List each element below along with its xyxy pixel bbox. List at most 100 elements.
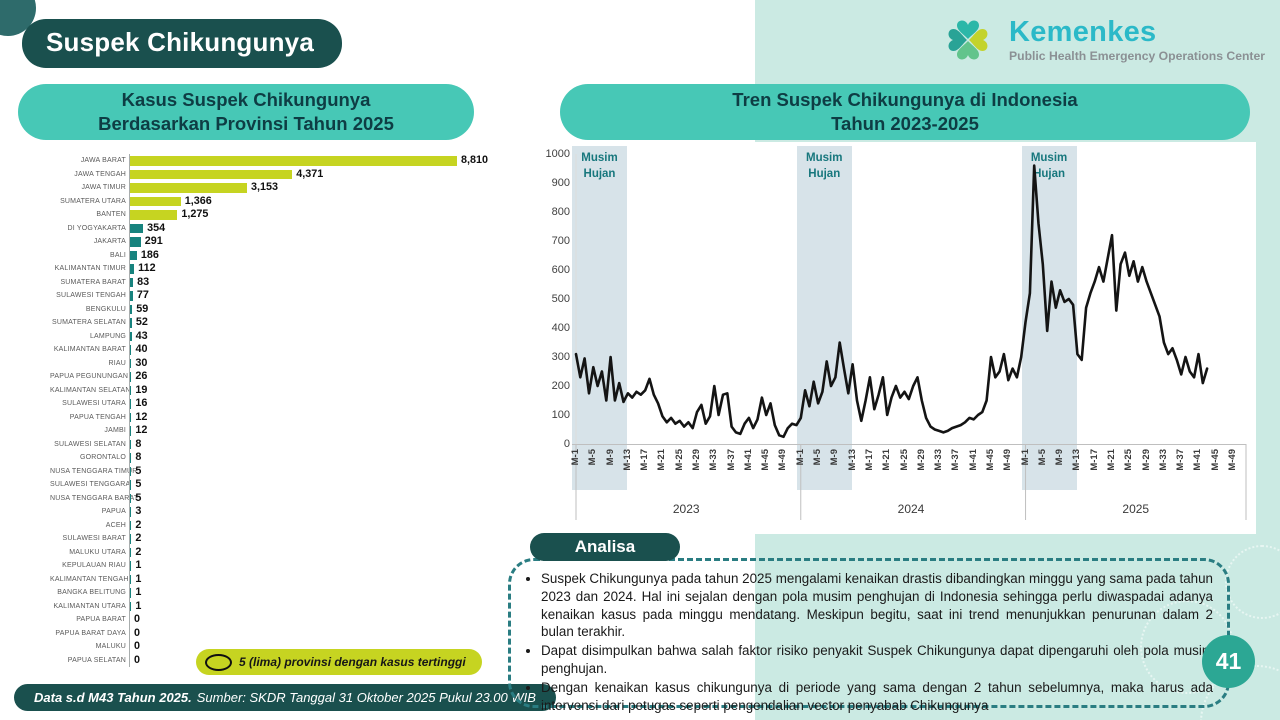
province-bar-chart: JAWA BARAT 8,810 JAWA TENGAH 4,371 JAWA TIMU…: [50, 154, 502, 667]
bar-row: SULAWESI BARAT 2: [50, 532, 502, 546]
province-label: JAWA TIMUR: [81, 184, 126, 192]
bar-track: 1: [129, 586, 502, 600]
analysis-title: Analisa: [530, 533, 680, 561]
bar-track: 1,366: [129, 194, 502, 208]
province-label: SULAWESI BARAT: [62, 535, 126, 543]
province-label: RIAU: [108, 359, 126, 367]
bar-row: JAWA TIMUR 3,153: [50, 181, 502, 195]
province-label: SUMATERA BARAT: [60, 278, 126, 286]
trend-chart-title-line1: Tren Suspek Chikungunya di Indonesia: [732, 88, 1078, 110]
bar-row: BENGKULU 59: [50, 302, 502, 316]
y-axis-tick: 300: [551, 351, 570, 363]
bar-value: 112: [138, 262, 156, 275]
bar-value: 1,366: [184, 194, 212, 207]
bar-row: LAMPUNG 43: [50, 329, 502, 343]
province-label: SULAWESI SELATAN: [54, 440, 126, 448]
bar-row: KALIMANTAN BARAT 40: [50, 343, 502, 357]
footer-data-period: Data s.d M43 Tahun 2025.: [34, 690, 192, 705]
bar-track: 1,275: [129, 208, 502, 222]
bar-track: 3,153: [129, 181, 502, 195]
rainy-season-label: Musim Hujan: [1030, 152, 1068, 180]
bar-value: 5: [135, 478, 142, 491]
bar-value: 77: [136, 289, 149, 302]
province-label: SULAWESI TENGAH: [56, 292, 126, 300]
bar-track: 186: [129, 248, 502, 262]
x-axis-tick: M-33: [708, 449, 720, 471]
x-axis-tick: M-25: [898, 449, 910, 471]
province-label: JAKARTA: [93, 238, 126, 246]
province-label: LAMPUNG: [89, 332, 126, 340]
bar-track: 1: [129, 559, 502, 573]
bar-row: PAPUA TENGAH 12: [50, 410, 502, 424]
bar: [130, 453, 132, 463]
bar: [130, 304, 133, 314]
province-label: PAPUA BARAT DAYA: [55, 629, 126, 637]
bar-value: 0: [134, 640, 141, 653]
bar-row: BANGKA BELITUNG 1: [50, 586, 502, 600]
bar: [130, 534, 132, 544]
rainy-season-label: Musim Hujan: [806, 152, 843, 180]
bar: [130, 331, 132, 341]
bar-value: 12: [135, 410, 148, 423]
bar-track: 2: [129, 532, 502, 546]
province-label: KALIMANTAN UTARA: [53, 602, 126, 610]
bar-value: 30: [135, 356, 148, 369]
bar-track: 16: [129, 397, 502, 411]
bar: [130, 156, 457, 166]
year-label: 2023: [672, 502, 700, 516]
x-axis-tick: M-49: [1002, 449, 1014, 471]
data-source-footer: Data s.d M43 Tahun 2025. Sumber: SKDR Ta…: [14, 684, 556, 711]
bar: [130, 412, 132, 422]
bar-value: 52: [135, 316, 148, 329]
province-label: KEPULAUAN RIAU: [62, 562, 126, 570]
bar-track: 8,810: [129, 154, 502, 168]
analysis-bullet: Suspek Chikungunya pada tahun 2025 menga…: [541, 570, 1213, 641]
bar: [130, 439, 132, 449]
bar-track: 5: [129, 464, 502, 478]
bar-value: 3: [135, 505, 142, 518]
bar-value: 186: [140, 248, 159, 261]
bar-row: ACEH 2: [50, 518, 502, 532]
bar-track: 2: [129, 518, 502, 532]
bar-value: 2: [135, 545, 142, 558]
bar-value: 0: [134, 653, 141, 666]
bar-row: KALIMANTAN TENGAH 1: [50, 572, 502, 586]
trend-chart-title: Tren Suspek Chikungunya di Indonesia Tah…: [560, 84, 1250, 140]
kemenkes-logo: Kemenkes Public Health Emergency Operati…: [938, 11, 1265, 69]
logo-name: Kemenkes: [1009, 15, 1157, 48]
bar-track: 19: [129, 383, 502, 397]
bar-value: 2: [135, 532, 142, 545]
bar-row: SULAWESI SELATAN 8: [50, 437, 502, 451]
bar-value: 8,810: [461, 154, 489, 167]
x-axis-tick: M-49: [1227, 449, 1239, 471]
bar-track: 1: [129, 599, 502, 613]
bar: [130, 480, 132, 490]
province-label: DI YOGYAKARTA: [67, 224, 126, 232]
y-axis-tick: 900: [551, 177, 570, 189]
bar-legend-label: 5 (lima) provinsi dengan kasus tertinggi: [239, 655, 466, 669]
x-axis-tick: M-37: [950, 449, 962, 471]
bar: [130, 520, 132, 530]
bar-row: PAPUA PEGUNUNGAN 26: [50, 370, 502, 384]
x-axis-tick: M-21: [881, 449, 893, 471]
bar-row: JAWA BARAT 8,810: [50, 154, 502, 168]
bar-row: SUMATERA UTARA 1,366: [50, 194, 502, 208]
y-axis-tick: 400: [551, 322, 570, 334]
bar-value: 0: [134, 626, 141, 639]
bar-row: MALUKU UTARA 2: [50, 545, 502, 559]
bar-row: PAPUA SELATAN 0: [50, 653, 502, 667]
bar: [130, 466, 132, 476]
province-label: BANTEN: [96, 211, 126, 219]
page-number: 41: [1202, 635, 1255, 688]
bar-row: SULAWESI TENGAH 77: [50, 289, 502, 303]
bar-value: 2: [135, 518, 142, 531]
bar-row: SULAWESI TENGGARA 5: [50, 478, 502, 492]
province-label: GORONTALO: [79, 454, 126, 462]
bar-row: BALI 186: [50, 248, 502, 262]
ellipse-icon: [205, 653, 232, 671]
bar-row: KALIMANTAN UTARA 1: [50, 599, 502, 613]
bar-value: 19: [135, 383, 148, 396]
bar-track: 0: [129, 640, 502, 654]
x-axis-tick: M-13: [621, 449, 633, 471]
province-label: KALIMANTAN TIMUR: [54, 265, 126, 273]
